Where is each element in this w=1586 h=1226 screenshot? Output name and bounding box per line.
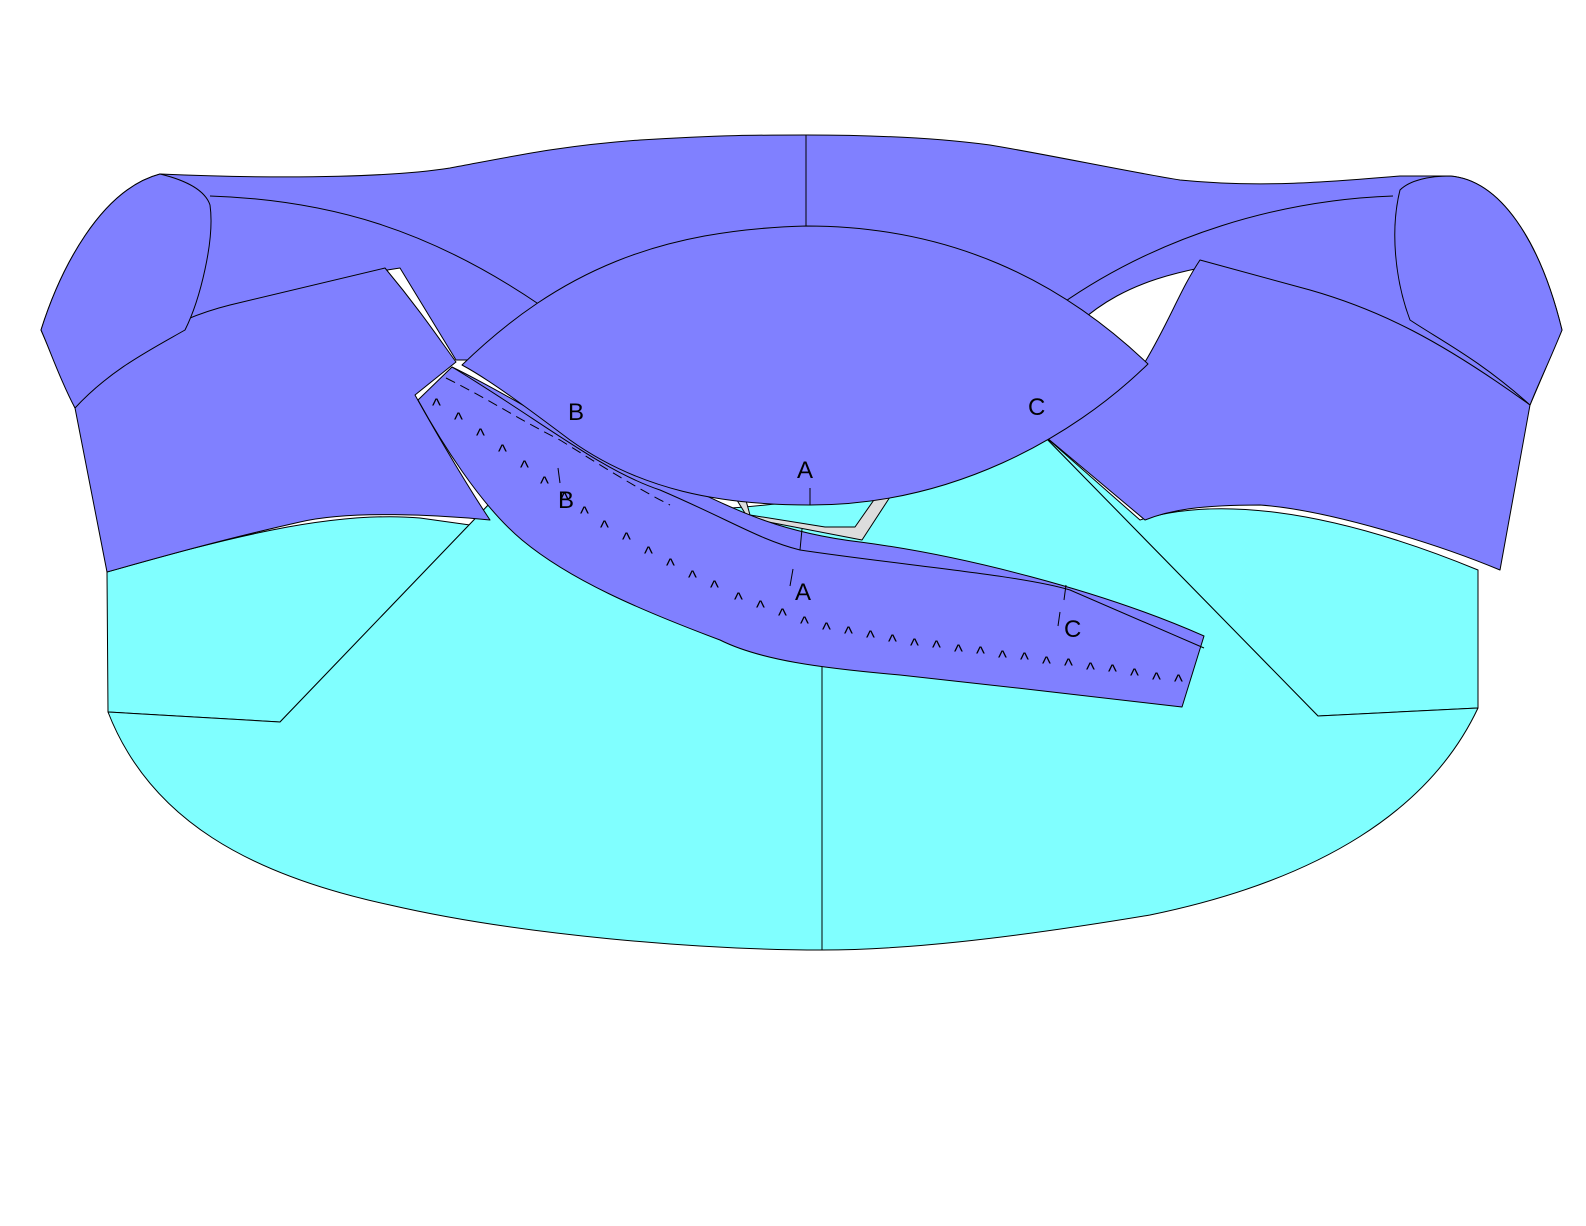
right-shoulder-seam [1059, 195, 1394, 306]
band-label-b: B [558, 487, 574, 514]
band-fold-line [451, 366, 1205, 649]
band-snip-mark: ^ [822, 620, 831, 641]
band-snip-mark: ^ [432, 396, 441, 417]
band-snip-mark: ^ [644, 544, 653, 565]
band-notch-c1 [1063, 584, 1067, 601]
front-lower-right-panel [1039, 431, 1479, 717]
band-snip-mark: ^ [932, 638, 941, 659]
band-snip-mark: ^ [1108, 662, 1117, 683]
band-snip-marks: ^ ^ ^ ^ ^ ^ ^ ^ ^ ^ ^ ^ ^ ^ ^ ^ ^ ^ ^ ^ ^ ^ ^ ^ ^ ^ ^ ^ ^ ^ ^ ^ ^ ^ ^ [432, 396, 1183, 693]
band-snip-mark: ^ [1042, 654, 1051, 675]
band-snip-mark: ^ [600, 518, 609, 539]
band-snip-mark: ^ [1130, 666, 1139, 687]
band-notch-a2 [789, 568, 794, 587]
band-stitch-line [445, 377, 671, 506]
neckline-panel [461, 225, 1149, 506]
band-label-c: C [1064, 616, 1081, 643]
right-sleeve-cap [1394, 175, 1563, 406]
band-snip-mark: ^ [520, 458, 529, 479]
band-snip-mark: ^ [888, 632, 897, 653]
band-notch-a1 [799, 528, 803, 551]
band-snip-mark: ^ [580, 504, 589, 525]
band-snip-mark: ^ [1020, 650, 1029, 671]
left-shoulder-seam [209, 195, 541, 306]
band-notch-b [557, 467, 561, 484]
left-sleeve-cap [40, 173, 212, 409]
band-label-a: A [795, 579, 811, 606]
band-snip-mark: ^ [476, 426, 485, 447]
band-snip-mark: ^ [540, 474, 549, 495]
band-snip-mark: ^ [954, 642, 963, 663]
band-snip-mark: ^ [866, 628, 875, 649]
band-snip-mark: ^ [778, 606, 787, 627]
band-snip-mark: ^ [1086, 660, 1095, 681]
band-snip-mark: ^ [998, 648, 1007, 669]
band-snip-mark: ^ [800, 614, 809, 635]
neckline-label-c: C [1028, 394, 1045, 421]
band-snip-mark: ^ [622, 530, 631, 551]
band-snip-mark: ^ [1174, 672, 1183, 693]
band-snip-mark: ^ [844, 624, 853, 645]
band-snip-mark: ^ [1152, 670, 1161, 691]
band-snip-mark: ^ [454, 410, 463, 431]
front-upper-right-panel [1039, 259, 1531, 571]
band-snip-mark: ^ [498, 442, 507, 463]
band-snip-mark: ^ [976, 644, 985, 665]
band-snip-mark: ^ [734, 590, 743, 611]
neckline-label-a: A [797, 457, 813, 484]
front-upper-left-panel [74, 267, 491, 573]
band-snip-mark: ^ [910, 636, 919, 657]
band-snip-mark: ^ [710, 578, 719, 599]
band-snip-mark: ^ [666, 556, 675, 577]
band-snip-mark: ^ [756, 598, 765, 619]
neck-facing [734, 496, 891, 541]
neckline-label-b: B [568, 399, 584, 426]
band-snip-mark: ^ [1064, 656, 1073, 677]
band-notch-c2 [1057, 611, 1061, 627]
band-snip-mark: ^ [688, 568, 697, 589]
band-snip-mark: ^ [560, 490, 569, 511]
